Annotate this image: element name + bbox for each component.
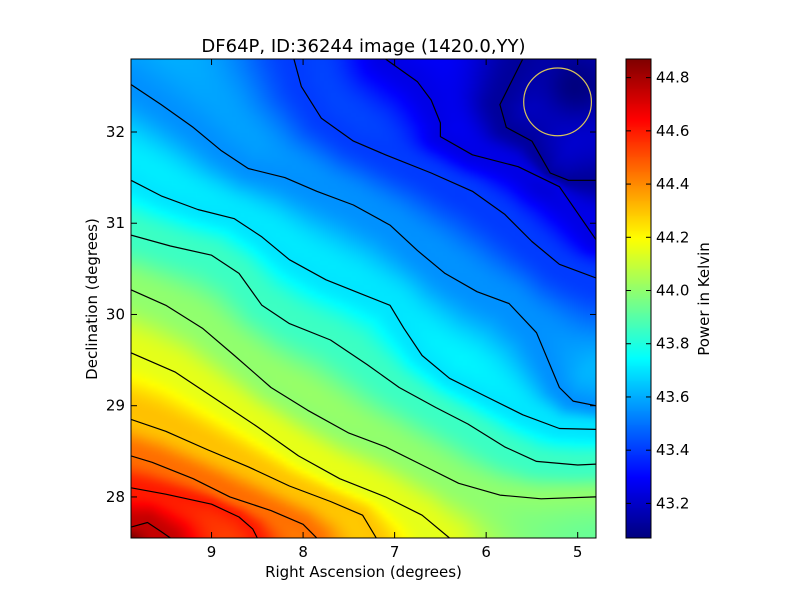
x-tick-label: 9 bbox=[207, 543, 217, 561]
plot-frame bbox=[130, 58, 597, 539]
colorbar-tick-label: 43.6 bbox=[656, 388, 689, 406]
colorbar-tick-label: 44.2 bbox=[656, 228, 689, 246]
contour-line bbox=[131, 487, 258, 538]
colorbar-tick-label: 44.6 bbox=[656, 122, 689, 140]
x-tick-label: 6 bbox=[481, 543, 491, 561]
colorbar-tick-label: 43.8 bbox=[656, 335, 689, 353]
plot-area bbox=[130, 58, 597, 539]
chart-title: DF64P, ID:36244 image (1420.0,YY) bbox=[201, 36, 525, 57]
contour-line bbox=[499, 59, 596, 181]
x-tick-label: 8 bbox=[298, 543, 308, 561]
heatmap-image bbox=[131, 59, 596, 538]
contour-line bbox=[385, 59, 596, 241]
y-axis-label: Declination (degrees) bbox=[83, 218, 101, 380]
colorbar: 43.2 43.4 43.6 43.8 44.0 44.2 44.4 44.6 44.8 Pow… bbox=[625, 58, 713, 539]
y-axis: 28 29 30 31 32 bbox=[106, 123, 596, 506]
contour-line bbox=[131, 521, 171, 538]
contour-line bbox=[131, 179, 596, 430]
contour-line bbox=[131, 418, 377, 538]
contour-line bbox=[131, 455, 318, 538]
contour-lines bbox=[131, 59, 596, 538]
colorbar-tick-label: 44.0 bbox=[656, 282, 689, 300]
annotation-circle bbox=[523, 67, 593, 137]
contour-line bbox=[131, 84, 596, 407]
y-tick-label: 29 bbox=[106, 397, 125, 415]
contour-line bbox=[293, 59, 596, 279]
contour-line bbox=[131, 289, 596, 500]
y-tick-label: 31 bbox=[106, 214, 125, 232]
x-tick-label: 5 bbox=[573, 543, 583, 561]
contour-line bbox=[131, 234, 596, 466]
colorbar-tick-label: 44.8 bbox=[656, 69, 689, 87]
x-tick-label: 7 bbox=[390, 543, 400, 561]
colorbar-gradient bbox=[626, 59, 651, 538]
colorbar-ticks: 43.2 43.4 43.6 43.8 44.0 44.2 44.4 44.6 44.8 bbox=[626, 69, 689, 512]
x-axis: 9 8 7 6 5 bbox=[207, 59, 583, 561]
contour-line bbox=[131, 352, 450, 538]
colorbar-tick-label: 43.4 bbox=[656, 441, 689, 459]
colorbar-label: Power in Kelvin bbox=[695, 242, 713, 356]
colorbar-tick-label: 44.4 bbox=[656, 175, 689, 193]
y-tick-label: 32 bbox=[106, 123, 125, 141]
y-tick-label: 30 bbox=[106, 305, 125, 323]
x-axis-label: Right Ascension (degrees) bbox=[265, 563, 462, 581]
colorbar-frame bbox=[625, 58, 652, 539]
y-tick-label: 28 bbox=[106, 488, 125, 506]
colorbar-tick-label: 43.2 bbox=[656, 494, 689, 512]
